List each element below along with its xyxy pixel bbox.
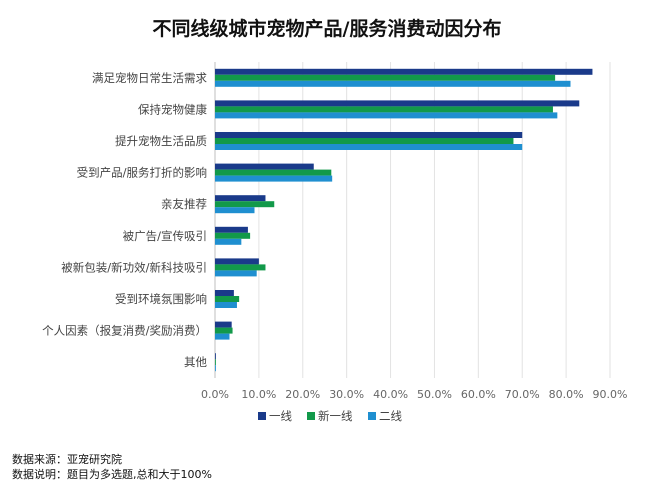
bar-1-2 xyxy=(215,138,514,144)
data-source-note: 数据来源：亚宠研究院 xyxy=(12,453,122,466)
bar-1-3 xyxy=(215,169,332,176)
bar-1-5 xyxy=(215,232,251,239)
bar-0-7 xyxy=(215,290,234,296)
category-label: 满足宠物日常生活需求 xyxy=(92,71,207,85)
bar-1-0 xyxy=(215,74,556,81)
category-label: 保持宠物健康 xyxy=(138,102,207,116)
bar-0-9 xyxy=(215,353,216,360)
x-tick-label: 10.0% xyxy=(241,388,276,401)
bar-1-8 xyxy=(215,327,233,334)
bar-2-3 xyxy=(215,175,333,182)
category-label: 受到环境氛围影响 xyxy=(115,292,207,306)
bar-1-6 xyxy=(215,264,266,271)
bar-2-6 xyxy=(215,270,257,277)
category-label: 其他 xyxy=(184,355,207,369)
x-tick-label: 80.0% xyxy=(549,388,584,401)
bar-2-2 xyxy=(215,144,523,150)
bar-1-4 xyxy=(215,201,275,208)
legend-label: 二线 xyxy=(379,409,402,423)
category-label: 个人因素（报复消费/奖励消费） xyxy=(42,324,207,338)
x-tick-label: 20.0% xyxy=(285,388,320,401)
legend-label: 一线 xyxy=(269,409,292,423)
bar-0-8 xyxy=(215,321,232,328)
category-label: 提升宠物生活品质 xyxy=(115,134,207,148)
category-label: 被新包装/新功效/新科技吸引 xyxy=(61,260,207,274)
x-tick-label: 0.0% xyxy=(201,388,229,401)
bar-0-1 xyxy=(215,100,580,107)
x-tick-label: 40.0% xyxy=(373,388,408,401)
x-tick-label: 50.0% xyxy=(417,388,452,401)
category-labels: 满足宠物日常生活需求保持宠物健康提升宠物生活品质受到产品/服务打折的影响亲友推荐… xyxy=(42,71,207,369)
category-label: 受到产品/服务打折的影响 xyxy=(77,166,207,180)
bar-0-4 xyxy=(215,195,266,202)
bar-0-2 xyxy=(215,132,523,138)
bar-0-5 xyxy=(215,226,248,233)
bar-2-9 xyxy=(215,365,216,372)
bar-0-3 xyxy=(215,163,314,170)
x-tick-labels: 0.0% 10.0% 20.0% 30.0% 40.0% 50.0% 60.0% 70.0% 8… xyxy=(201,388,627,401)
bar-2-1 xyxy=(215,112,558,119)
bar-2-5 xyxy=(215,238,242,245)
x-tick-label: 70.0% xyxy=(505,388,540,401)
category-label: 亲友推荐 xyxy=(161,197,207,211)
bars xyxy=(215,68,593,372)
category-label: 被广告/宣传吸引 xyxy=(123,229,207,243)
x-tick-label: 30.0% xyxy=(329,388,364,401)
bar-2-0 xyxy=(215,80,571,87)
legend-swatch xyxy=(258,412,266,420)
bar-1-1 xyxy=(215,106,553,113)
chart-title: 不同线级城市宠物产品/服务消费动因分布 xyxy=(152,18,502,40)
bar-1-7 xyxy=(215,296,240,302)
x-tick-label: 90.0% xyxy=(593,388,628,401)
bar-1-9 xyxy=(215,359,216,366)
bar-2-7 xyxy=(215,302,237,308)
legend-swatch xyxy=(307,412,315,420)
x-tick-label: 60.0% xyxy=(461,388,496,401)
legend-swatch xyxy=(368,412,376,420)
bar-0-6 xyxy=(215,258,259,265)
legend: 一线 新一线 二线 xyxy=(258,409,402,423)
bar-2-8 xyxy=(215,333,230,340)
bar-2-4 xyxy=(215,207,255,214)
legend-label: 新一线 xyxy=(318,409,353,423)
data-description-note: 数据说明：题目为多选题,总和大于100% xyxy=(12,468,212,481)
bar-0-0 xyxy=(215,68,593,75)
